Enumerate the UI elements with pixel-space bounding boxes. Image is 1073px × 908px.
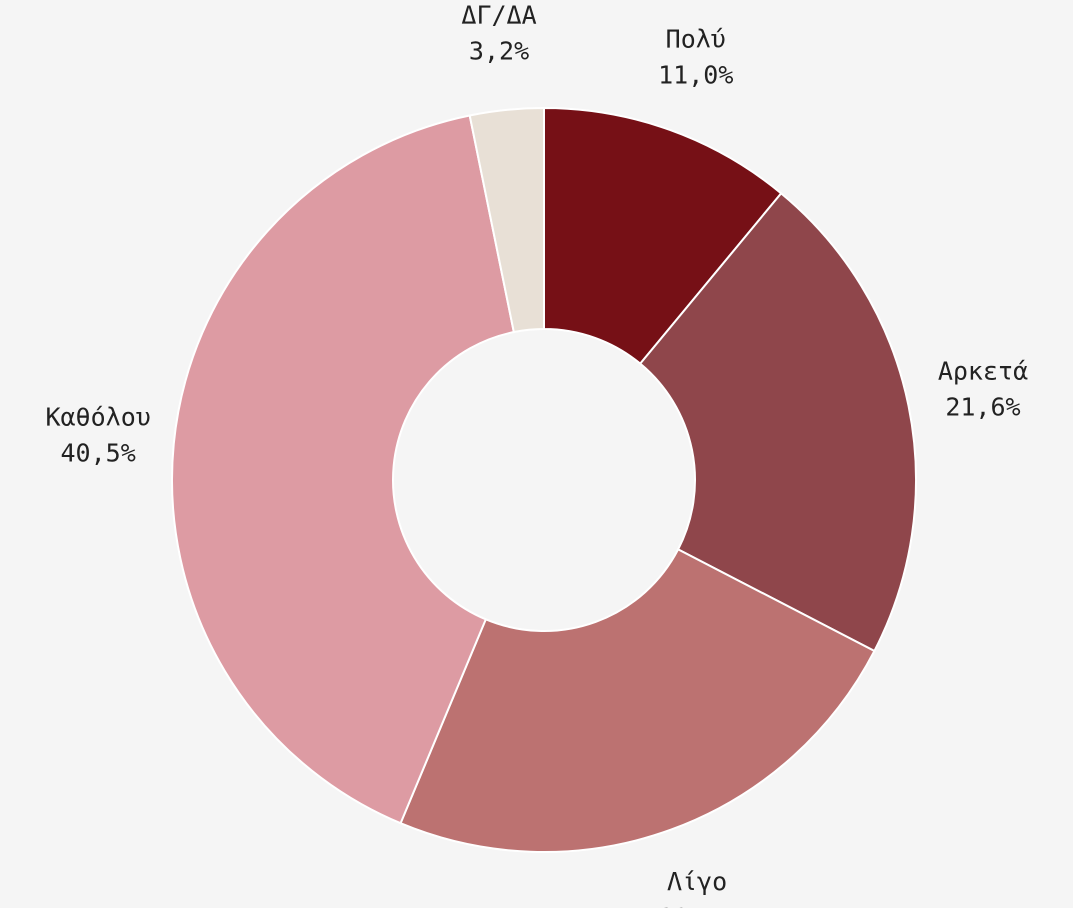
slice-category-label: Λίγο <box>667 867 727 896</box>
slice-category-label: Αρκετά <box>938 357 1028 386</box>
donut-slice <box>171 114 516 825</box>
donut-slice <box>638 191 917 653</box>
slice-value-label: 11,0% <box>658 60 733 89</box>
slice-category-label: Καθόλου <box>45 402 150 431</box>
slice-category-label: ΔΓ/ΔΑ <box>461 0 536 29</box>
slice-value-label: 21,6% <box>945 393 1020 422</box>
slice-value-label: 3,2% <box>469 36 529 65</box>
donut-slice <box>399 548 876 853</box>
donut-slice <box>543 106 783 366</box>
slice-value-label: 40,5% <box>60 438 135 467</box>
donut-slice <box>468 106 545 334</box>
slice-category-label: Πολύ <box>666 24 726 53</box>
slice-value-label: 23,7% <box>659 903 734 908</box>
